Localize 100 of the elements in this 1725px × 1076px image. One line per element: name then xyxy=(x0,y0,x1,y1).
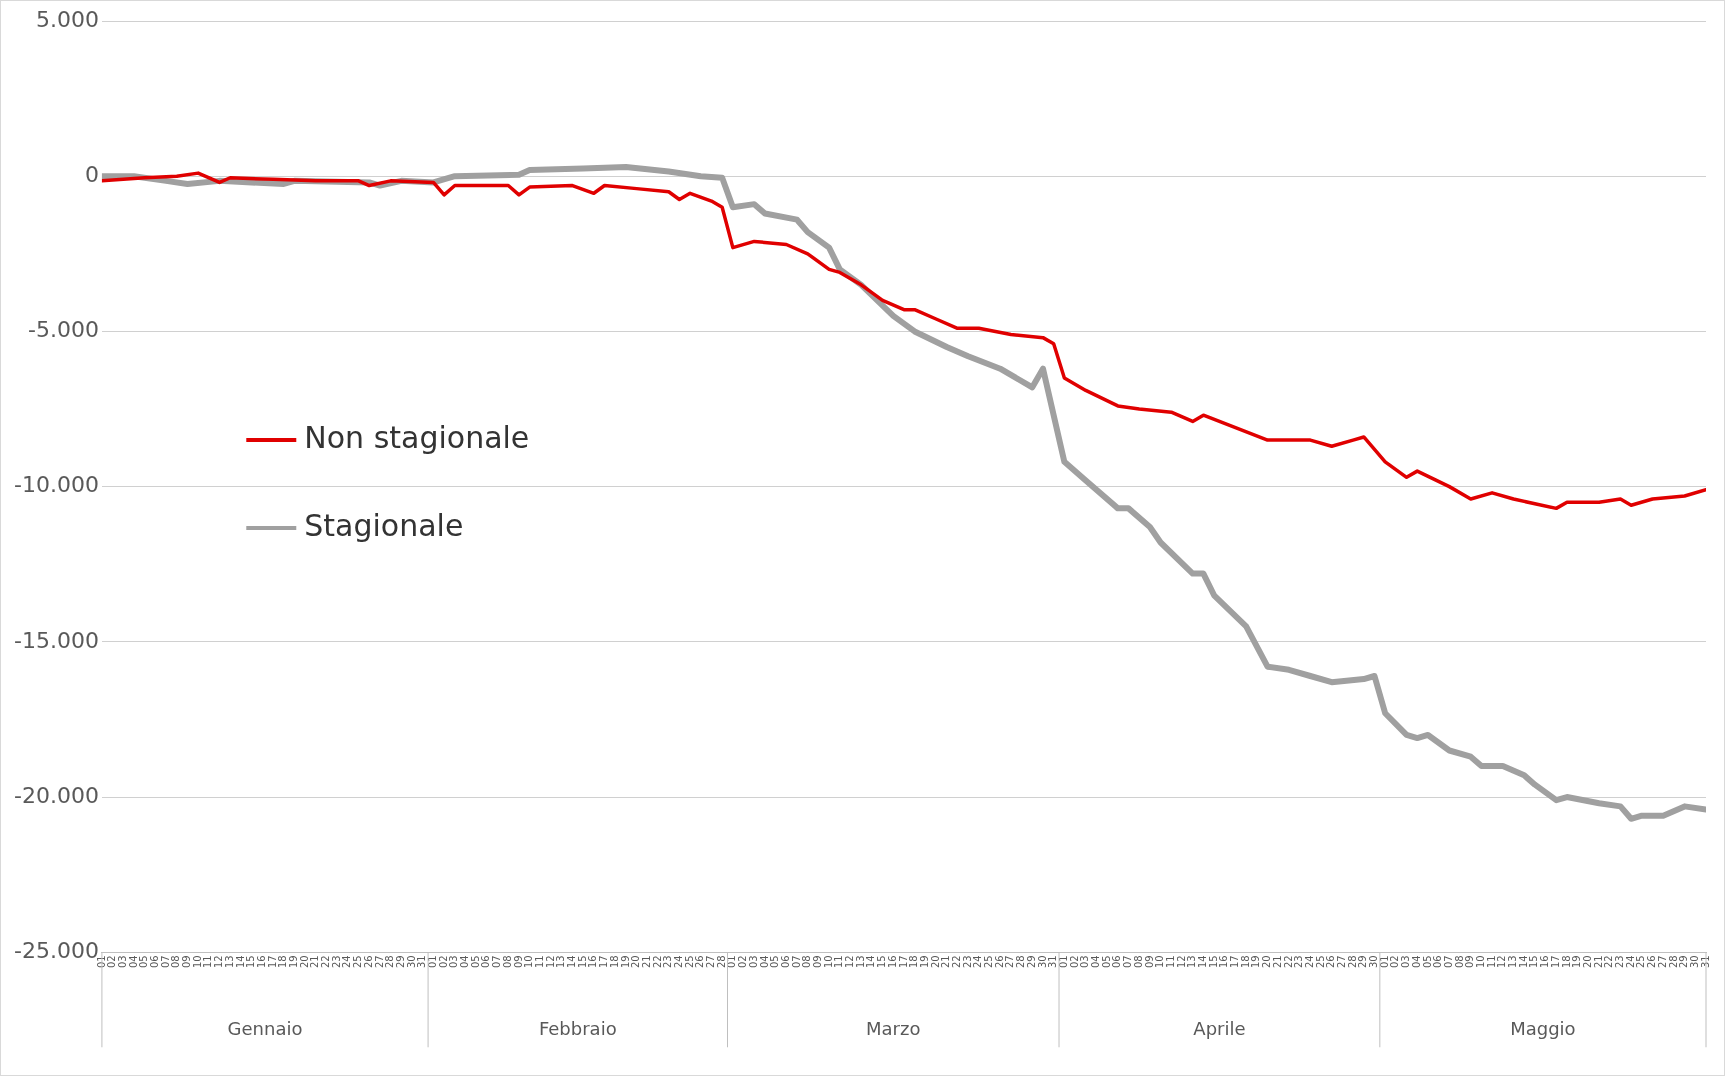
x-tick-label: 26 xyxy=(993,955,1005,969)
x-tick-label: 21 xyxy=(1271,955,1283,969)
x-tick-label: 03 xyxy=(448,955,460,969)
x-tick-label: 01 xyxy=(427,955,439,969)
x-tick-label: 28 xyxy=(384,955,396,969)
x-tick-label: 26 xyxy=(362,955,374,969)
x-tick-label: 12 xyxy=(1175,955,1187,969)
x-tick-label: 11 xyxy=(533,955,545,969)
x-tick-label: 25 xyxy=(983,955,995,969)
x-tick-label: 04 xyxy=(1090,955,1102,969)
x-tick-label: 25 xyxy=(1635,955,1647,969)
x-tick-label: 18 xyxy=(608,955,620,969)
x-tick-label: 16 xyxy=(1218,955,1230,969)
x-tick-label: 18 xyxy=(908,955,920,969)
x-tick-label: 23 xyxy=(961,955,973,969)
x-tick-label: 10 xyxy=(523,955,535,969)
x-tick-label: 03 xyxy=(747,955,759,969)
x-tick-label: 14 xyxy=(1196,955,1208,969)
x-tick-label: 02 xyxy=(1389,955,1401,969)
y-tick-label: 0 xyxy=(84,161,99,187)
x-tick-label: 24 xyxy=(1303,955,1315,969)
x-tick-label: 14 xyxy=(1517,955,1529,969)
text: Febbraio xyxy=(538,1017,617,1039)
x-tick-label: 28 xyxy=(1015,955,1027,969)
legend-label: Stagionale xyxy=(304,507,464,543)
x-tick-label: 31 xyxy=(416,955,428,969)
x-tick-label: 02 xyxy=(106,955,118,969)
x-tick-label: 24 xyxy=(672,955,684,969)
legend-label: Non stagionale xyxy=(304,419,530,455)
x-tick-label: 01 xyxy=(1057,955,1069,969)
x-tick-label: 07 xyxy=(790,955,802,969)
x-tick-label: 25 xyxy=(352,955,364,969)
x-tick-label: 12 xyxy=(213,955,225,969)
y-tick-label: 5.000 xyxy=(35,6,99,32)
x-tick-label: 22 xyxy=(951,955,963,969)
x-tick-label: 04 xyxy=(1410,955,1422,969)
x-tick-label: 08 xyxy=(501,955,513,969)
x-tick-label: 09 xyxy=(1143,955,1155,969)
x-tick-label: 02 xyxy=(437,955,449,969)
x-tick-label: 09 xyxy=(512,955,524,969)
x-tick-label: 17 xyxy=(266,955,278,969)
x-tick-label: 01 xyxy=(1378,955,1390,969)
y-tick-label: -20.000 xyxy=(14,782,99,808)
x-tick-label: 16 xyxy=(886,955,898,969)
x-tick-label: 16 xyxy=(255,955,267,969)
x-tick-label: 24 xyxy=(1624,955,1636,969)
x-tick-label: 08 xyxy=(170,955,182,969)
x-tick-label: 13 xyxy=(555,955,567,969)
x-tick-label: 27 xyxy=(1336,955,1347,969)
x-tick-label: 10 xyxy=(1154,955,1166,969)
x-tick-label: 07 xyxy=(491,955,503,969)
x-tick-label: 15 xyxy=(576,955,588,969)
x-tick-label: 25 xyxy=(1314,955,1326,969)
x-tick-label: 18 xyxy=(1239,955,1251,969)
x-tick-label: 30 xyxy=(405,955,417,969)
x-tick-label: 21 xyxy=(640,955,652,969)
x-tick-label: 06 xyxy=(1111,955,1123,969)
y-tick-label: -5.000 xyxy=(28,317,99,343)
text: Aprile xyxy=(1193,1017,1246,1039)
x-tick-label: 05 xyxy=(1100,955,1112,969)
x-tick-label: 12 xyxy=(544,955,556,969)
x-tick-label: 06 xyxy=(148,955,160,969)
x-tick-label: 24 xyxy=(341,955,353,969)
x-tick-label: 27 xyxy=(705,955,717,969)
x-tick-label: 08 xyxy=(1132,955,1144,969)
x-tick-label: 29 xyxy=(1678,955,1690,969)
x-tick-label: 29 xyxy=(1025,955,1037,969)
x-tick-label: 17 xyxy=(897,955,909,969)
x-tick-label: 31 xyxy=(1699,955,1711,969)
x-tick-label: 22 xyxy=(1282,955,1294,969)
x-tick-label: 26 xyxy=(694,955,706,969)
x-tick-label: 21 xyxy=(940,955,952,969)
x-tick-label: 09 xyxy=(1464,955,1476,969)
x-tick-label: 28 xyxy=(1346,955,1358,969)
x-tick-label: 18 xyxy=(277,955,289,969)
x-tick-label: 05 xyxy=(769,955,781,969)
x-tick-label: 02 xyxy=(1068,955,1080,969)
x-tick-label: 19 xyxy=(1250,955,1262,969)
x-tick-label: 06 xyxy=(480,955,492,969)
x-tick-label: 09 xyxy=(181,955,193,969)
text: Maggio xyxy=(1510,1017,1576,1039)
x-tick-label: 07 xyxy=(159,955,171,969)
x-tick-label: 27 xyxy=(373,955,385,969)
x-tick-label: 19 xyxy=(288,955,299,969)
x-tick-label: 20 xyxy=(630,955,642,969)
x-tick-label: 21 xyxy=(309,955,321,969)
x-tick-label: 08 xyxy=(801,955,813,969)
x-tick-label: 31 xyxy=(1047,955,1059,969)
x-tick-label: 19 xyxy=(918,955,930,969)
y-tick-label: -10.000 xyxy=(14,472,99,498)
x-tick-label: 19 xyxy=(619,955,631,969)
x-tick-label: 05 xyxy=(1421,955,1433,969)
x-tick-label: 07 xyxy=(1442,955,1454,969)
x-tick-label: 15 xyxy=(876,955,888,969)
x-tick-label: 11 xyxy=(1164,955,1176,969)
x-tick-label: 23 xyxy=(662,955,674,969)
x-tick-label: 18 xyxy=(1560,955,1572,969)
x-tick-label: 06 xyxy=(1432,955,1444,969)
x-tick-label: 08 xyxy=(1453,955,1465,969)
x-tick-label: 04 xyxy=(459,955,471,969)
